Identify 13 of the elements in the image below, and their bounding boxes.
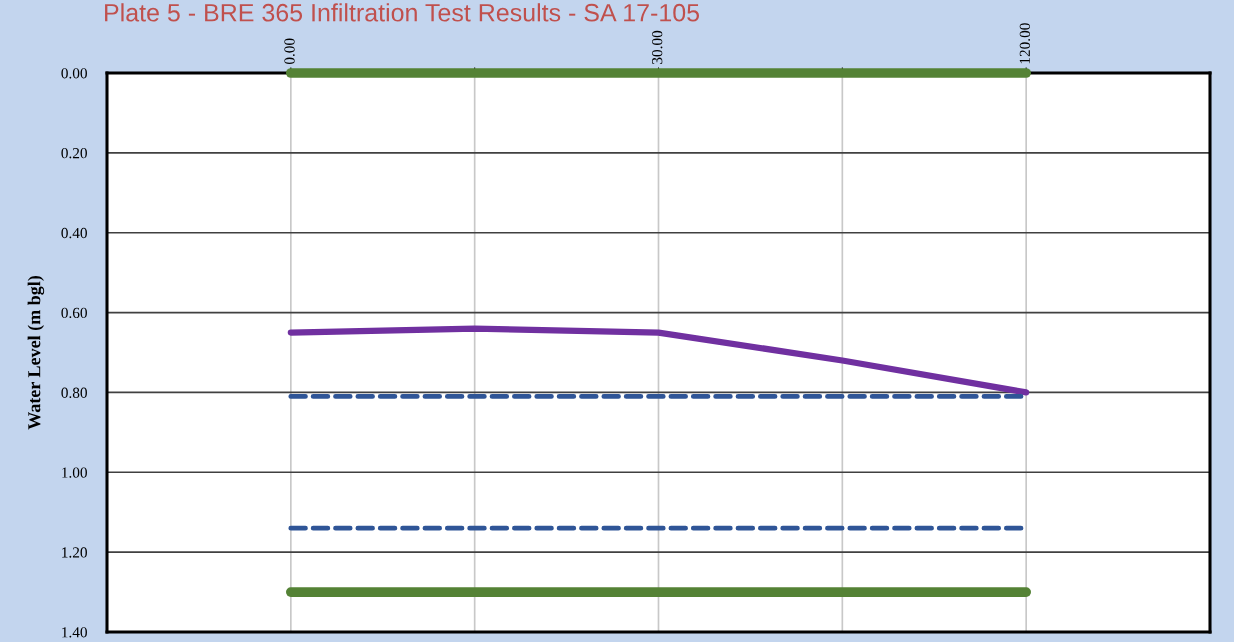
y-tick-label: 0.20 [61, 148, 87, 159]
y-tick-label: 1.40 [62, 627, 87, 638]
y-tick-label: 1.20 [62, 547, 87, 558]
x-tick-label: 120.00 [1019, 23, 1031, 64]
x-tick-label: 30.00 [652, 30, 663, 64]
y-tick-label: 0.00 [61, 68, 87, 79]
y-tick-label: 0.80 [61, 387, 87, 398]
y-tick-label: 1.00 [62, 467, 87, 478]
y-tick-label: 0.60 [61, 307, 87, 319]
y-axis-title: Water Level (m bgl) [27, 275, 45, 430]
chart-title: Plate 5 - BRE 365 Infiltration Test Results - SA 17-105 [105, 3, 700, 22]
x-tick-label: 0.00 [284, 38, 295, 65]
y-tick-label: 0.40 [61, 227, 87, 239]
